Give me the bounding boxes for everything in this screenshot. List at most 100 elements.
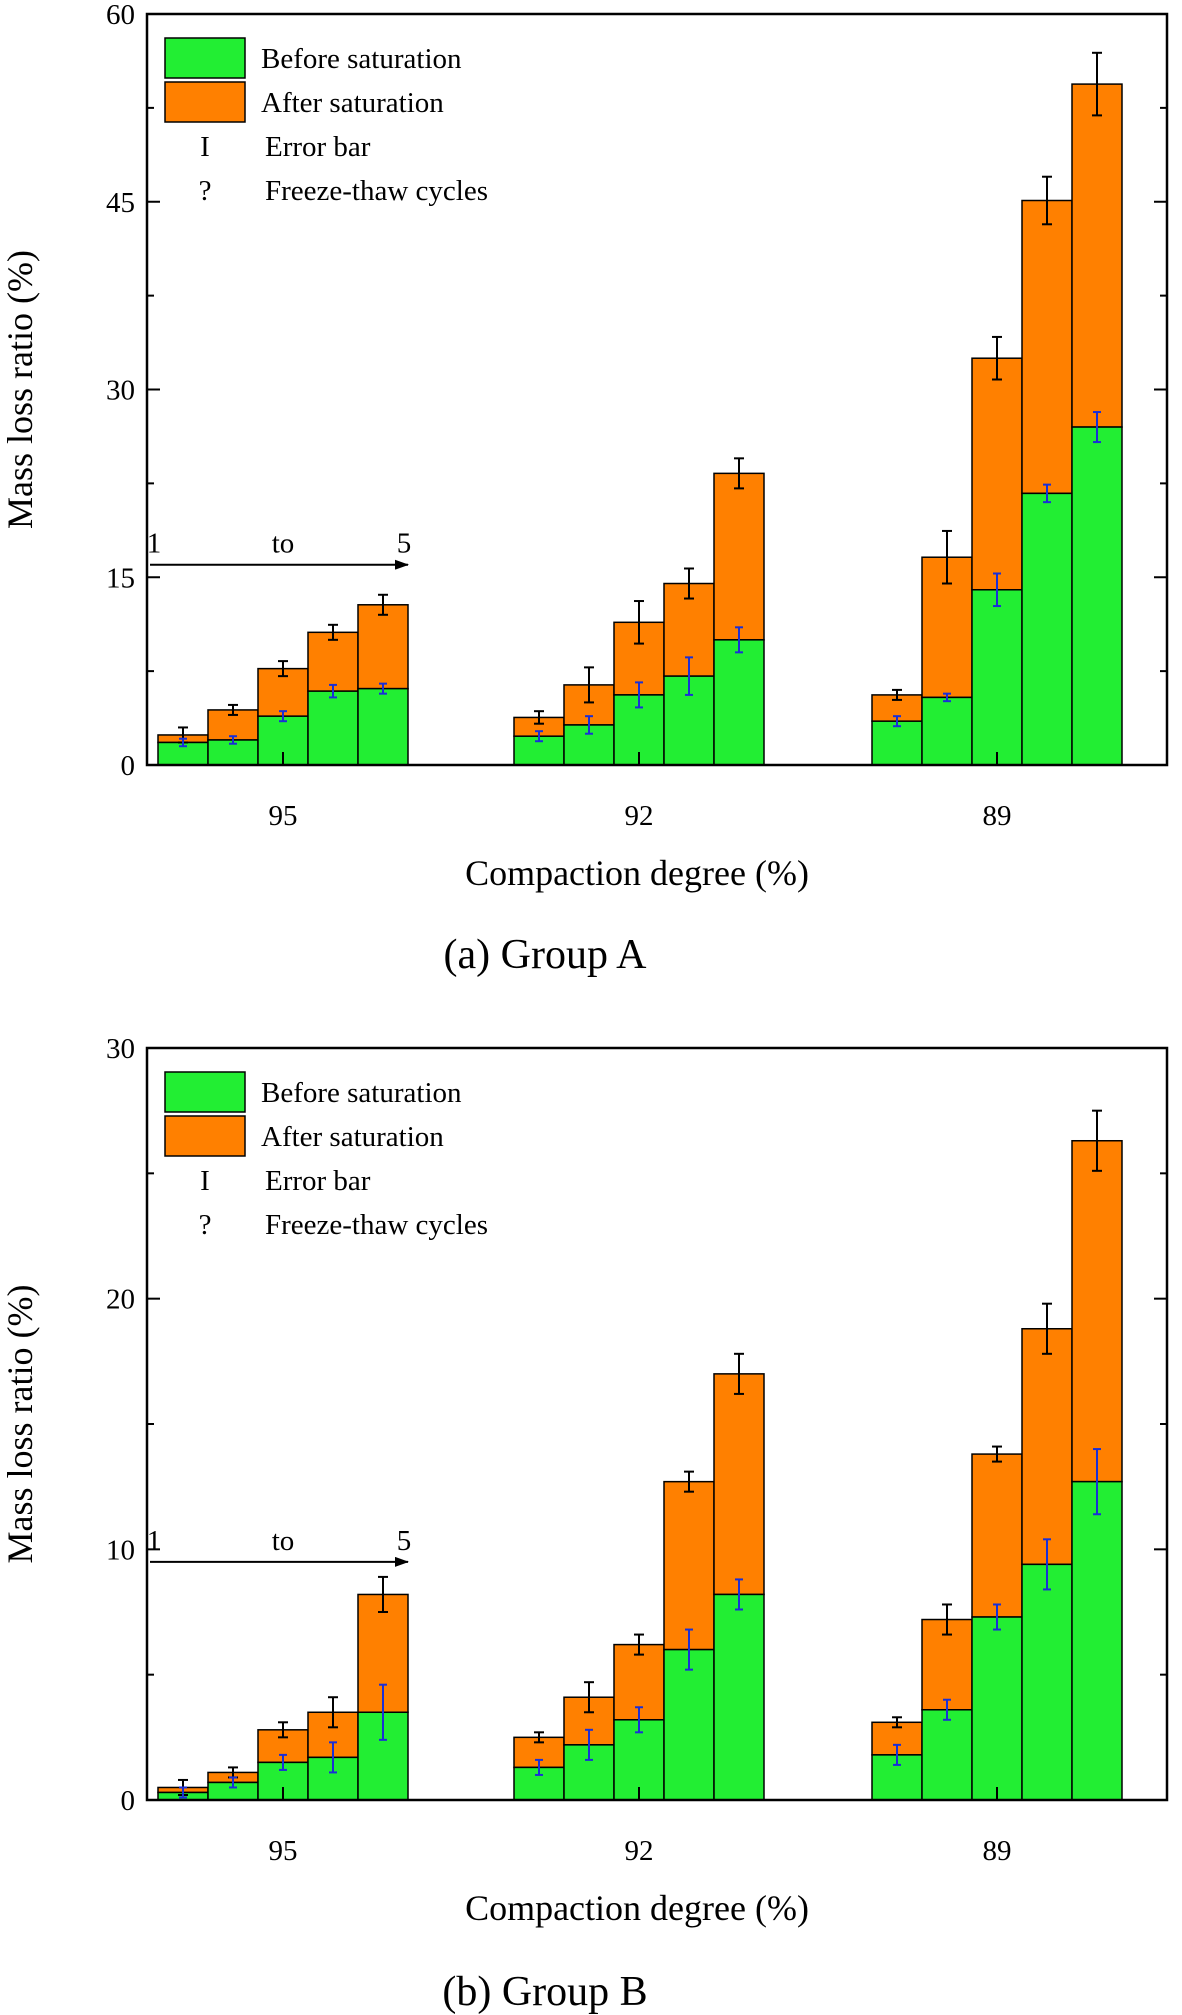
chart0-errorbar-after-95-c5 (378, 593, 388, 616)
chart1-bar-after-92-c4 (663, 1480, 715, 1651)
chart1-bar-before-89-c5 (1071, 1480, 1123, 1801)
chart0-errorbar-after-89-c5 (1092, 51, 1102, 117)
chart0-bar-before-89-c1 (871, 720, 923, 766)
chart0-errorbar-before-95-c1 (179, 737, 187, 748)
chart0-cycles-to-label: to (272, 528, 295, 560)
chart1-cycles-start-label: 1 (147, 1525, 162, 1557)
chart0-legend-swatch (164, 37, 246, 79)
chart1-bar-before-89-c4 (1021, 1563, 1073, 1801)
chart1-bar-before-89-c3 (971, 1616, 1023, 1801)
chart1-errorbar-before-95-c1 (179, 1786, 187, 1799)
chart0-legend-label: Freeze-thaw cycles (265, 175, 488, 207)
chart0-cycles-end-label: 5 (397, 528, 412, 560)
chart0-legend-symbol: I (200, 131, 210, 163)
chart1-errorbar-before-92-c3 (635, 1706, 643, 1734)
chart1-errorbar-after-89-c2 (942, 1603, 952, 1636)
chart1-ytick-label: 20 (106, 1284, 135, 1316)
chart0-errorbar-before-95-c4 (329, 683, 337, 699)
chart1-errorbar-before-95-c4 (329, 1741, 337, 1774)
chart0-y-axis-title: Mass loss ratio (%) (0, 250, 40, 529)
chart0-errorbar-before-89-c2 (943, 692, 951, 703)
chart0-errorbar-before-89-c3 (993, 572, 1001, 608)
chart1-errorbar-before-95-c5 (379, 1683, 387, 1741)
chart0-x-axis-title: Compaction degree (%) (465, 853, 809, 893)
chart1-errorbar-before-89-c4 (1043, 1538, 1051, 1591)
chart0-errorbar-before-95-c5 (379, 682, 387, 695)
chart0-errorbar-after-92-c1 (534, 710, 544, 725)
chart0-bar-after-89-c3 (971, 357, 1023, 591)
chart1-legend-label: After saturation (261, 1121, 444, 1153)
chart1-errorbar-before-92-c4 (685, 1628, 693, 1671)
chart0-ytick-label: 15 (106, 562, 135, 594)
chart0-errorbar-after-89-c3 (992, 335, 1002, 381)
chart0-errorbar-after-92-c5 (734, 457, 744, 490)
chart1-bar-after-89-c5 (1071, 1139, 1123, 1483)
chart1-y-axis-title: Mass loss ratio (%) (0, 1285, 40, 1564)
chart0-bar-before-89-c4 (1021, 492, 1073, 766)
chart0-ytick-label: 0 (121, 750, 136, 782)
chart-panel-group-b: 0 10 20 30 95 92 89 Compaction degree (%) Mass l… (0, 1033, 1169, 2015)
chart0-bar-before-89-c2 (921, 696, 973, 766)
chart0-legend-entry-2: After saturation (164, 81, 444, 123)
chart1-errorbar-after-92-c2 (584, 1681, 594, 1714)
chart1-errorbar-after-92-c5 (734, 1352, 744, 1395)
chart0-bar-after-95-c4 (307, 631, 359, 692)
chart0-xtick-label-89: 89 (983, 800, 1012, 832)
chart1-ytick-label: 30 (106, 1033, 135, 1065)
chart0-legend-entry-1: Before saturation (164, 37, 462, 79)
chart0-errorbar-after-92-c4 (684, 567, 694, 600)
chart1-errorbar-before-95-c2 (229, 1776, 237, 1789)
chart0-bar-before-95-c5 (357, 687, 409, 766)
chart0-ytick-label: 60 (106, 0, 135, 31)
chart1-bar-before-92-c4 (663, 1648, 715, 1801)
chart0-bar-after-92-c5 (713, 472, 765, 641)
chart0-errorbar-before-92-c3 (635, 681, 643, 709)
chart1-errorbar-before-95-c3 (279, 1753, 287, 1771)
chart1-legend-entry-1: Before saturation (164, 1071, 462, 1113)
chart0-ytick-label: 45 (106, 187, 135, 219)
chart0-errorbar-after-92-c2 (584, 666, 594, 704)
chart1-legend-label: Freeze-thaw cycles (265, 1209, 488, 1241)
chart1-legend-label: Before saturation (261, 1077, 462, 1109)
chart0-legend-label: After saturation (261, 87, 444, 119)
chart0-legend-label: Before saturation (261, 43, 462, 75)
chart1-errorbar-before-89-c5 (1093, 1448, 1101, 1516)
chart0-errorbar-after-95-c2 (228, 703, 238, 716)
chart1-cycles-end-label: 5 (397, 1525, 412, 1557)
chart1-bar-after-89-c4 (1021, 1327, 1073, 1566)
chart0-errorbar-before-92-c5 (735, 626, 743, 654)
chart1-errorbar-before-92-c5 (735, 1578, 743, 1611)
chart1-legend-swatch (164, 1071, 246, 1113)
chart0-bar-after-89-c5 (1071, 83, 1123, 428)
chart1-bar-after-92-c5 (713, 1373, 765, 1596)
chart0-legend-entry-3: I Error bar (200, 131, 371, 163)
chart0-bar-before-95-c4 (307, 690, 359, 766)
chart1-bar-before-92-c5 (713, 1593, 765, 1801)
chart0-errorbar-before-89-c4 (1043, 483, 1051, 504)
chart0-errorbar-before-95-c3 (279, 710, 287, 723)
chart0-cycles-start-label: 1 (147, 528, 162, 560)
chart1-errorbar-after-89-c5 (1092, 1109, 1102, 1172)
chart0-bar-after-95-c5 (357, 604, 409, 690)
chart1-errorbar-after-95-c3 (278, 1721, 288, 1739)
chart0-xtick-label-92: 92 (625, 800, 654, 832)
chart0-caption: (a) Group A (444, 932, 648, 978)
chart0-errorbar-after-95-c4 (328, 623, 338, 641)
chart0-errorbar-before-92-c1 (535, 730, 543, 743)
chart0-ytick-label: 30 (106, 375, 135, 407)
chart1-cycles-to-label: to (272, 1525, 295, 1557)
chart0-bar-before-89-c5 (1071, 426, 1123, 766)
chart1-legend-symbol: ? (199, 1209, 212, 1241)
chart0-legend-symbol: ? (199, 175, 212, 207)
chart1-errorbar-after-89-c4 (1042, 1302, 1052, 1355)
chart0-legend-label: Error bar (265, 131, 371, 163)
chart1-errorbar-after-95-c5 (378, 1575, 388, 1613)
chart1-errorbar-after-92-c1 (534, 1731, 544, 1744)
chart1-ytick-label: 10 (106, 1534, 135, 1566)
chart1-errorbar-after-89-c1 (892, 1716, 902, 1729)
chart1-bar-before-89-c2 (921, 1709, 973, 1801)
chart1-legend-swatch (164, 1115, 246, 1157)
chart1-xtick-label-89: 89 (983, 1835, 1012, 1867)
chart0-errorbar-before-92-c2 (585, 715, 593, 735)
